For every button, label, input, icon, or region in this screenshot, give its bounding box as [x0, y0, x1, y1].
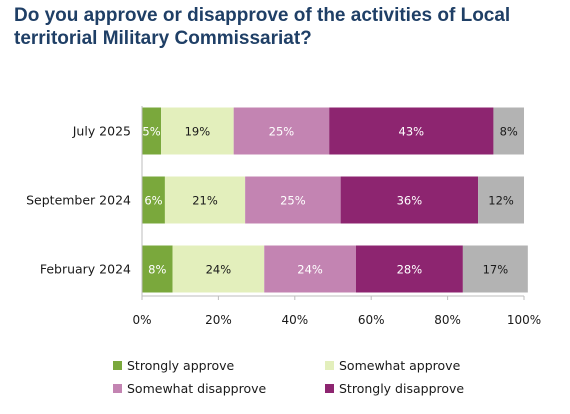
data-label: 17% — [483, 263, 509, 277]
data-label: 12% — [488, 194, 514, 208]
data-label: 43% — [399, 125, 425, 139]
data-label: 36% — [397, 194, 423, 208]
legend-swatch — [113, 384, 122, 393]
data-label: 25% — [280, 194, 306, 208]
data-label: 25% — [269, 125, 295, 139]
bar-segment — [172, 245, 265, 293]
bar-segment — [233, 107, 330, 155]
category-label: February 2024 — [40, 262, 131, 277]
data-label: 8% — [148, 263, 166, 277]
bar-segment — [142, 245, 173, 293]
x-tick-label: 100% — [507, 313, 541, 327]
bar-segment — [142, 107, 162, 155]
bar-segment — [161, 107, 234, 155]
bar-segment — [164, 176, 246, 224]
bar-segment — [493, 107, 524, 155]
legend-label: Strongly approve — [127, 358, 234, 373]
bar-segment — [478, 176, 524, 224]
legend: Strongly approve Somewhat approve Somewhat… — [113, 358, 464, 396]
x-tick-label: 60% — [358, 313, 385, 327]
bar-segment — [329, 107, 494, 155]
legend-swatch — [325, 384, 334, 393]
data-label: 24% — [206, 263, 232, 277]
category-label: September 2024 — [26, 193, 131, 208]
bars-layer: 5% 19% 25% 43% 8% 6% 21% 25% 36% 12% 8% 24% 24% 28% 17… — [142, 107, 528, 293]
x-tick-label: 40% — [281, 313, 308, 327]
data-label: 5% — [142, 125, 160, 139]
legend-label: Somewhat disapprove — [127, 381, 266, 396]
x-axis: 0% 20% 40% 60% 80% 100% — [132, 106, 541, 327]
data-label: 8% — [500, 125, 518, 139]
bar-segment — [462, 245, 528, 293]
bar-segment — [355, 245, 463, 293]
category-labels: July 2025 September 2024 February 2024 — [26, 124, 131, 277]
bar-segment — [245, 176, 341, 224]
data-label: 19% — [185, 125, 211, 139]
data-label: 21% — [192, 194, 218, 208]
legend-swatch — [113, 361, 122, 370]
data-label: 24% — [297, 263, 323, 277]
legend-label: Somewhat approve — [339, 358, 461, 373]
legend-swatch — [325, 361, 334, 370]
data-label: 28% — [397, 263, 423, 277]
legend-label: Strongly disapprove — [339, 381, 464, 396]
chart-title: Do you approve or disapprove of the acti… — [14, 5, 511, 49]
bar-segment — [340, 176, 479, 224]
x-tick-label: 20% — [205, 313, 232, 327]
bar-segment — [142, 176, 165, 224]
category-label: July 2025 — [72, 124, 131, 139]
data-label: 6% — [144, 194, 162, 208]
bar-segment — [264, 245, 356, 293]
x-tick-label: 80% — [434, 313, 461, 327]
x-tick-label: 0% — [132, 313, 151, 327]
